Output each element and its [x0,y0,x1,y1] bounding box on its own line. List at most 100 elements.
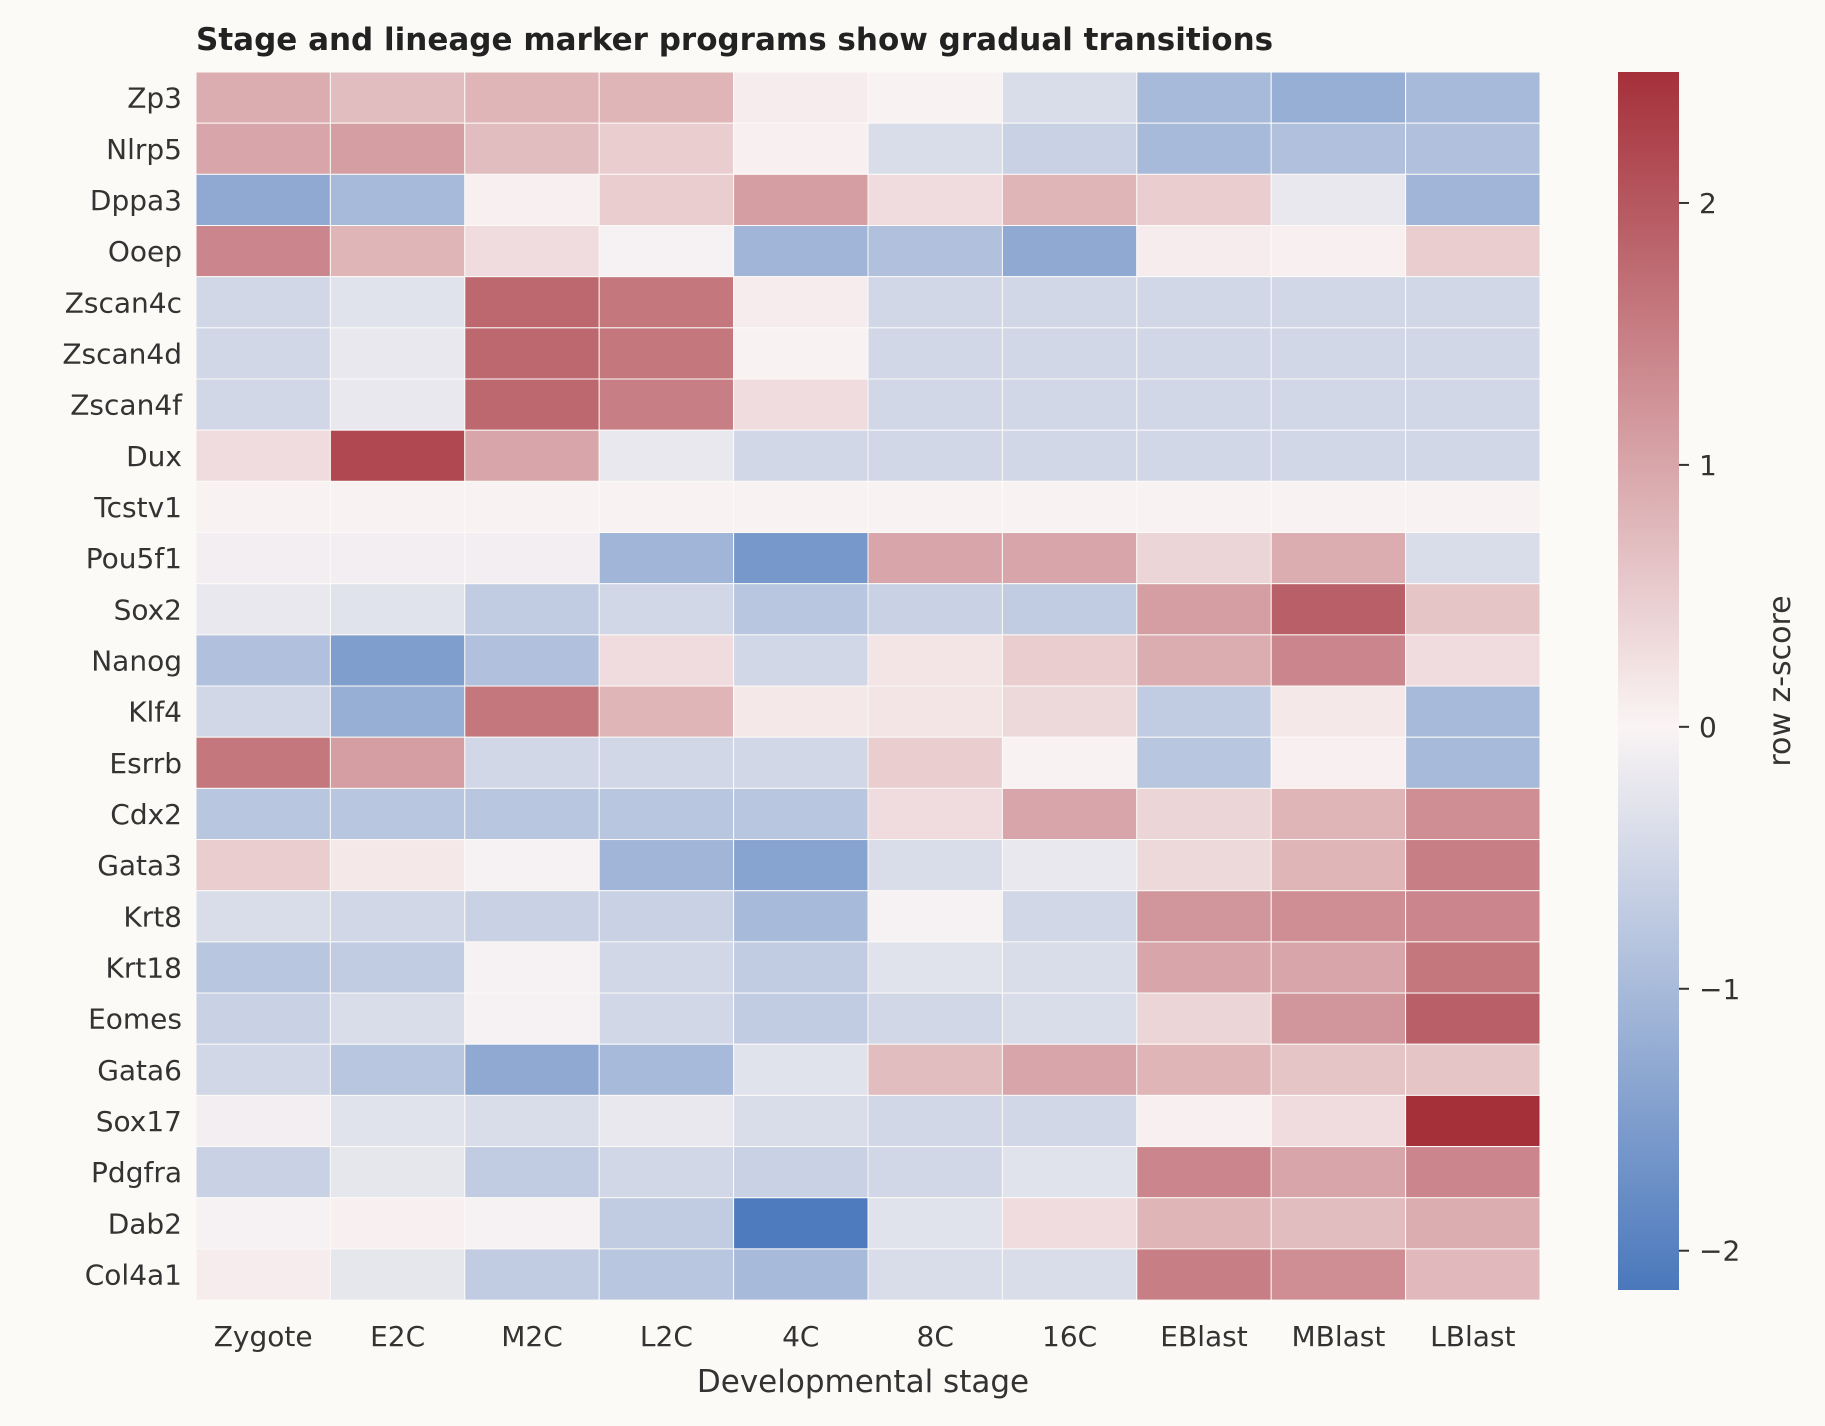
heatmap-cell-Nlrp5-LBlast [1405,122,1541,175]
x-tick-label: EBlast [1160,1320,1247,1353]
heatmap-cell-Krt18-EBlast [1136,941,1272,994]
y-tick-label: Krt18 [106,951,182,984]
heatmap-cell-Eomes-EBlast [1136,992,1272,1045]
x-tick-label: L2C [640,1320,693,1353]
heatmap-cell-Zscan4d-E2C [329,327,466,380]
heatmap-cell-Nanog-E2C [329,634,466,687]
heatmap-cell-Pou5f1-M2C [464,532,600,585]
heatmap-cell-Dppa3-MBlast [1270,173,1407,227]
heatmap-cell-Gata6-M2C [464,1043,600,1096]
heatmap-cell-Esrrb-M2C [464,736,600,789]
heatmap-cell-Zp3-LBlast [1405,71,1541,124]
heatmap-cell-Dux-E2C [329,429,466,482]
heatmap-cell-Gata3-8C [867,839,1003,892]
y-tick-label: Eomes [88,1003,182,1036]
heatmap-cell-Esrrb-MBlast [1270,736,1407,789]
heatmap-cell-Esrrb-4C [733,736,869,789]
y-axis-tick-labels: Zp3 Nlrp5 Dppa3 Ooep Zscan4c Zscan4d Zscan4f Du… [62,82,183,1292]
heatmap-cell-Pdgfra-L2C [598,1146,735,1199]
heatmap-cell-Klf4-LBlast [1405,685,1541,738]
colorbar-label: row z-score [1763,595,1798,766]
heatmap-cell-Dab2-LBlast [1405,1197,1541,1250]
heatmap-cell-Krt8-16C [1001,890,1138,943]
heatmap-cell-Pdgfra-8C [867,1146,1003,1199]
heatmap-cell-Sox2-M2C [464,583,600,636]
heatmap-cell-Dux-16C [1001,429,1138,482]
heatmap-cell-Gata3-Zygote [195,839,331,892]
heatmap-cell-Col4a1-16C [1001,1248,1138,1301]
heatmap-cell-Zp3-4C [733,71,869,124]
heatmap-cell-Klf4-E2C [329,685,466,738]
colorbar-tick-label: 2 [1699,187,1717,220]
heatmap-cell-Pou5f1-Zygote [195,532,331,585]
heatmap-cell-Ooep-LBlast [1405,225,1541,278]
heatmap-cell-Col4a1-4C [733,1248,869,1301]
y-tick-label: Cdx2 [110,798,182,831]
heatmap-cell-Ooep-MBlast [1270,225,1407,278]
y-tick-label: Col4a1 [85,1258,182,1291]
heatmap-cell-Eomes-MBlast [1270,992,1407,1045]
heatmap-cell-Gata3-E2C [329,839,466,892]
y-tick-label: Zp3 [127,82,182,115]
heatmap-cell-Nanog-16C [1001,634,1138,687]
heatmap-cell-Klf4-L2C [598,685,735,738]
heatmap-cell-Krt18-16C [1001,941,1138,994]
heatmap-cell-Zscan4d-4C [733,327,869,380]
heatmap-cell-Sox2-MBlast [1270,583,1407,636]
heatmap-cell-Sox17-EBlast [1136,1094,1272,1148]
heatmap-cell-Klf4-16C [1001,685,1138,738]
y-tick-label: Esrrb [109,747,182,780]
heatmap-cell-Nlrp5-M2C [464,122,600,175]
x-tick-label: 8C [917,1320,954,1353]
heatmap-cell-Nanog-MBlast [1270,634,1407,687]
heatmap-cell-Ooep-Zygote [195,225,331,278]
heatmap-cell-Pou5f1-E2C [329,532,466,585]
heatmap-cell-Zscan4f-LBlast [1405,378,1541,431]
heatmap-cell-Dux-EBlast [1136,429,1272,482]
heatmap-cell-Pou5f1-MBlast [1270,532,1407,585]
heatmap-cell-Eomes-Zygote [195,992,331,1045]
heatmap-cell-Gata6-8C [867,1043,1003,1096]
heatmap-cell-Zscan4c-4C [733,276,869,329]
heatmap-cell-Krt18-E2C [329,941,466,994]
heatmap-cell-Ooep-EBlast [1136,225,1272,278]
heatmap-cell-Gata3-LBlast [1405,839,1541,892]
y-tick-label: Gata6 [97,1054,182,1087]
heatmap-cell-Krt8-Zygote [195,890,331,943]
heatmap-cell-Tcstv1-16C [1001,480,1138,534]
y-tick-label: Dux [126,440,182,473]
heatmap-cell-Esrrb-E2C [329,736,466,789]
y-tick-label: Dppa3 [90,184,182,217]
heatmap-cell-Sox2-4C [733,583,869,636]
heatmap-cell-Sox2-E2C [329,583,466,636]
y-tick-label: Zscan4c [65,286,182,319]
y-tick-label: Gata3 [97,849,182,882]
heatmap-cell-Zscan4c-L2C [598,276,735,329]
heatmap-cell-Gata3-MBlast [1270,839,1407,892]
heatmap-cell-Ooep-L2C [598,225,735,278]
heatmap-cell-Krt8-8C [867,890,1003,943]
heatmap-cell-Krt8-MBlast [1270,890,1407,943]
colorbar-tick-label: 1 [1699,449,1717,482]
heatmap-cell-Krt18-8C [867,941,1003,994]
heatmap-cell-Zp3-16C [1001,71,1138,124]
y-tick-label: Sox2 [114,593,182,626]
heatmap-cell-Klf4-EBlast [1136,685,1272,738]
heatmap-cell-Gata6-LBlast [1405,1043,1541,1096]
heatmap-cell-Nlrp5-16C [1001,122,1138,175]
heatmap-cell-Col4a1-M2C [464,1248,600,1301]
heatmap-cell-Sox17-L2C [598,1094,735,1148]
heatmap-cell-Zscan4f-MBlast [1270,378,1407,431]
heatmap-cell-Col4a1-LBlast [1405,1248,1541,1301]
heatmap-cell-Gata3-4C [733,839,869,892]
x-axis-tick-labels: Zygote E2C M2C L2C 4C 8C 16C EBlast MBlast LBlast [214,1320,1516,1353]
x-tick-label: M2C [501,1320,563,1353]
heatmap-cell-Sox17-MBlast [1270,1094,1407,1148]
heatmap-cell-Zscan4c-16C [1001,276,1138,329]
heatmap-cell-Pdgfra-E2C [329,1146,466,1199]
heatmap-cell-Eomes-4C [733,992,869,1045]
heatmap-cell-Zscan4c-E2C [329,276,466,329]
heatmap-cell-Gata6-E2C [329,1043,466,1096]
heatmap-cell-Eomes-L2C [598,992,735,1045]
